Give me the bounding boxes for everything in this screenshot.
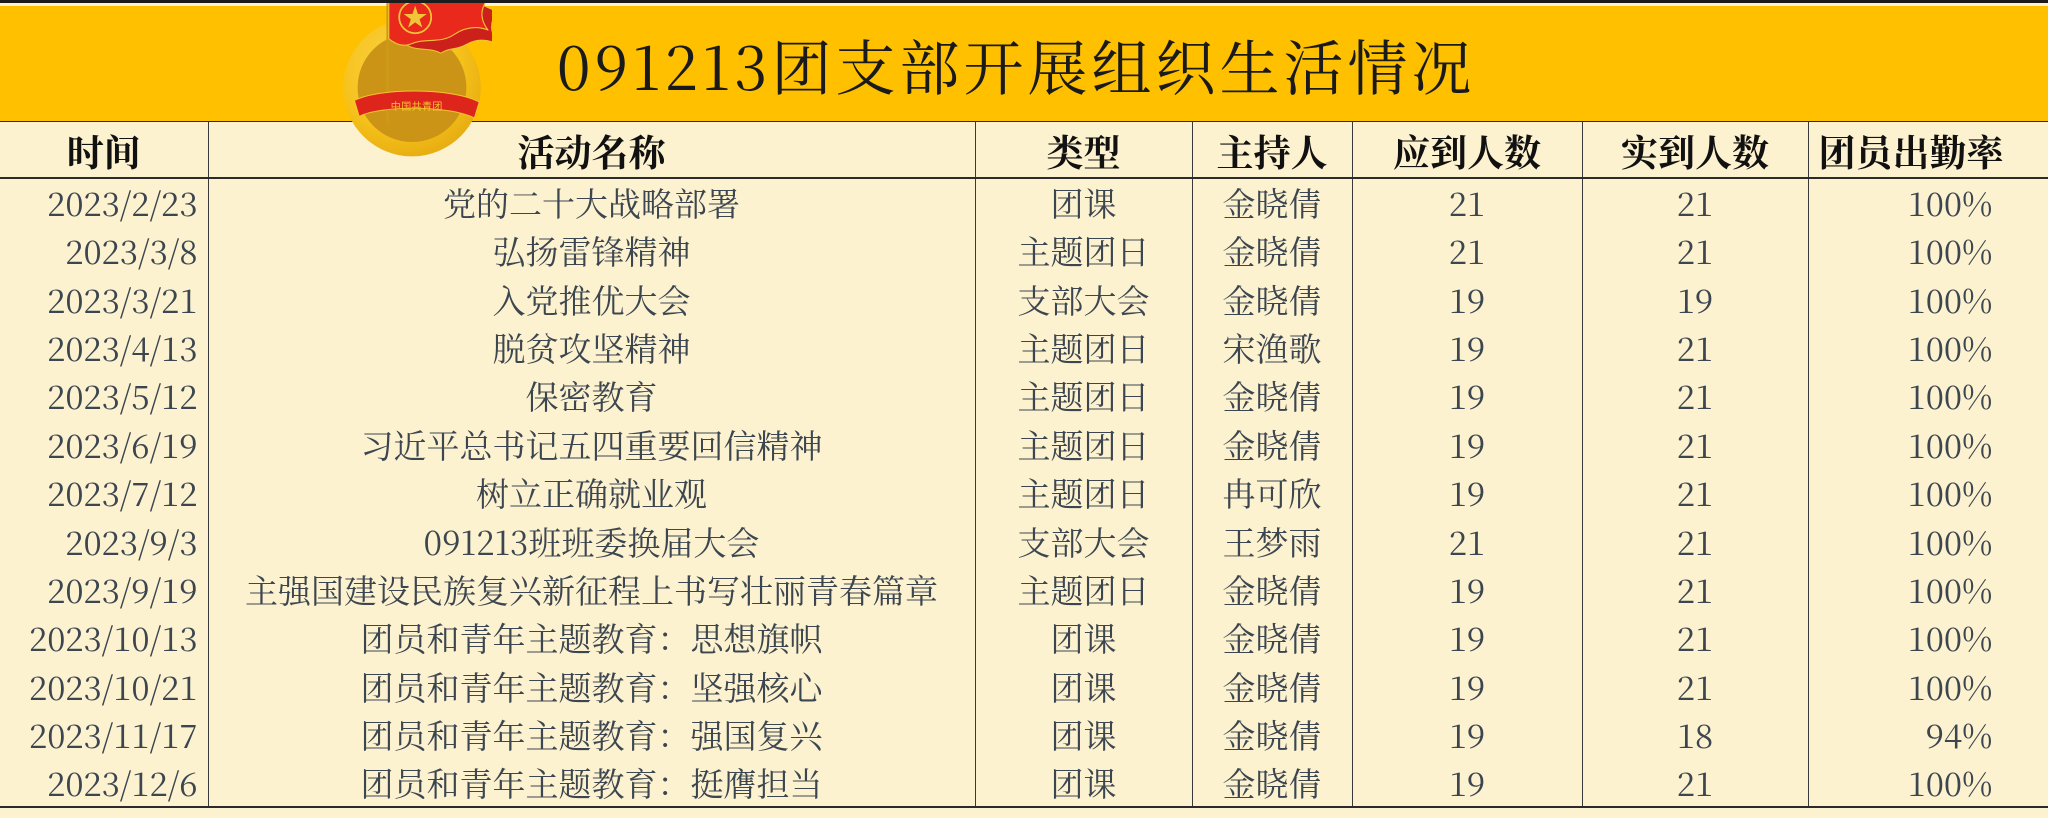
svg-text:中国共青团: 中国共青团 — [391, 100, 443, 113]
